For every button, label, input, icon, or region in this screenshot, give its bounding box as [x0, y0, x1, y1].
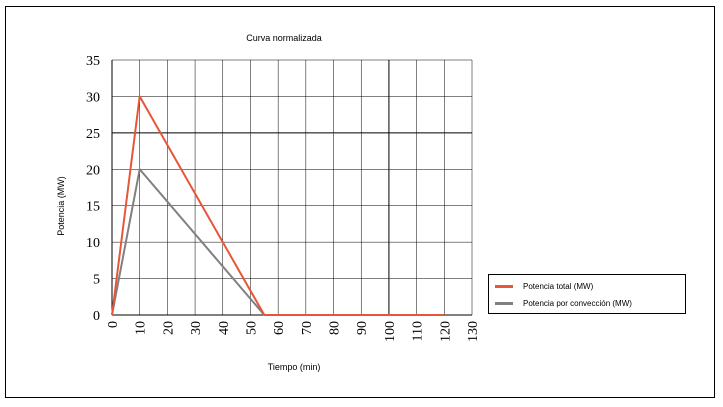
x-tick-label: 120: [438, 321, 453, 342]
x-tick-label: 40: [217, 321, 232, 335]
x-tick-label: 90: [355, 321, 370, 335]
x-tick-label: 50: [244, 321, 259, 335]
x-tick-label: 10: [134, 321, 149, 335]
y-axis-label: Potencia (MW): [56, 176, 66, 236]
y-tick-labels: 0 5 10 15 20 25 30 35: [86, 54, 100, 324]
legend-item-convection: Potencia por convección (MW): [495, 296, 632, 310]
x-tick-label: 0: [106, 321, 121, 328]
legend-swatch-convection: [495, 301, 513, 305]
series-layer: [111, 95, 445, 316]
y-tick-label: 25: [86, 127, 100, 142]
legend-swatch-total: [495, 284, 513, 288]
y-tick-label: 5: [93, 273, 100, 288]
x-tick-label: 70: [300, 321, 315, 335]
y-tick-label: 10: [86, 236, 100, 251]
legend-label-convection: Potencia por convección (MW): [523, 298, 632, 308]
x-tick-label: 80: [328, 321, 343, 335]
chart-frame: [5, 6, 715, 398]
y-tick-label: 20: [86, 163, 100, 178]
x-tick-label: 30: [189, 321, 204, 335]
x-tick-label: 60: [272, 321, 287, 335]
grid-lines: [111, 59, 473, 316]
x-tick-label: 20: [161, 321, 176, 335]
chart-title: Curva normalizada: [246, 33, 322, 43]
legend-item-total: Potencia total (MW): [495, 279, 593, 293]
x-tick-label: 110: [411, 321, 426, 341]
y-tick-label: 0: [93, 309, 100, 324]
x-tick-labels: 0 10 20 30 40 50 60 70 80 90 100 110 120 130: [106, 321, 481, 342]
y-tick-label: 35: [86, 54, 100, 69]
x-tick-label: 130: [466, 321, 481, 342]
y-tick-label: 30: [86, 90, 100, 105]
series-line-0: [111, 95, 445, 316]
legend: Potencia total (MW) Potencia por convecc…: [488, 274, 686, 314]
y-tick-label: 15: [86, 200, 100, 215]
x-tick-label: 100: [383, 321, 398, 342]
x-axis-label: Tiempo (min): [268, 362, 321, 372]
legend-label-total: Potencia total (MW): [523, 281, 594, 291]
